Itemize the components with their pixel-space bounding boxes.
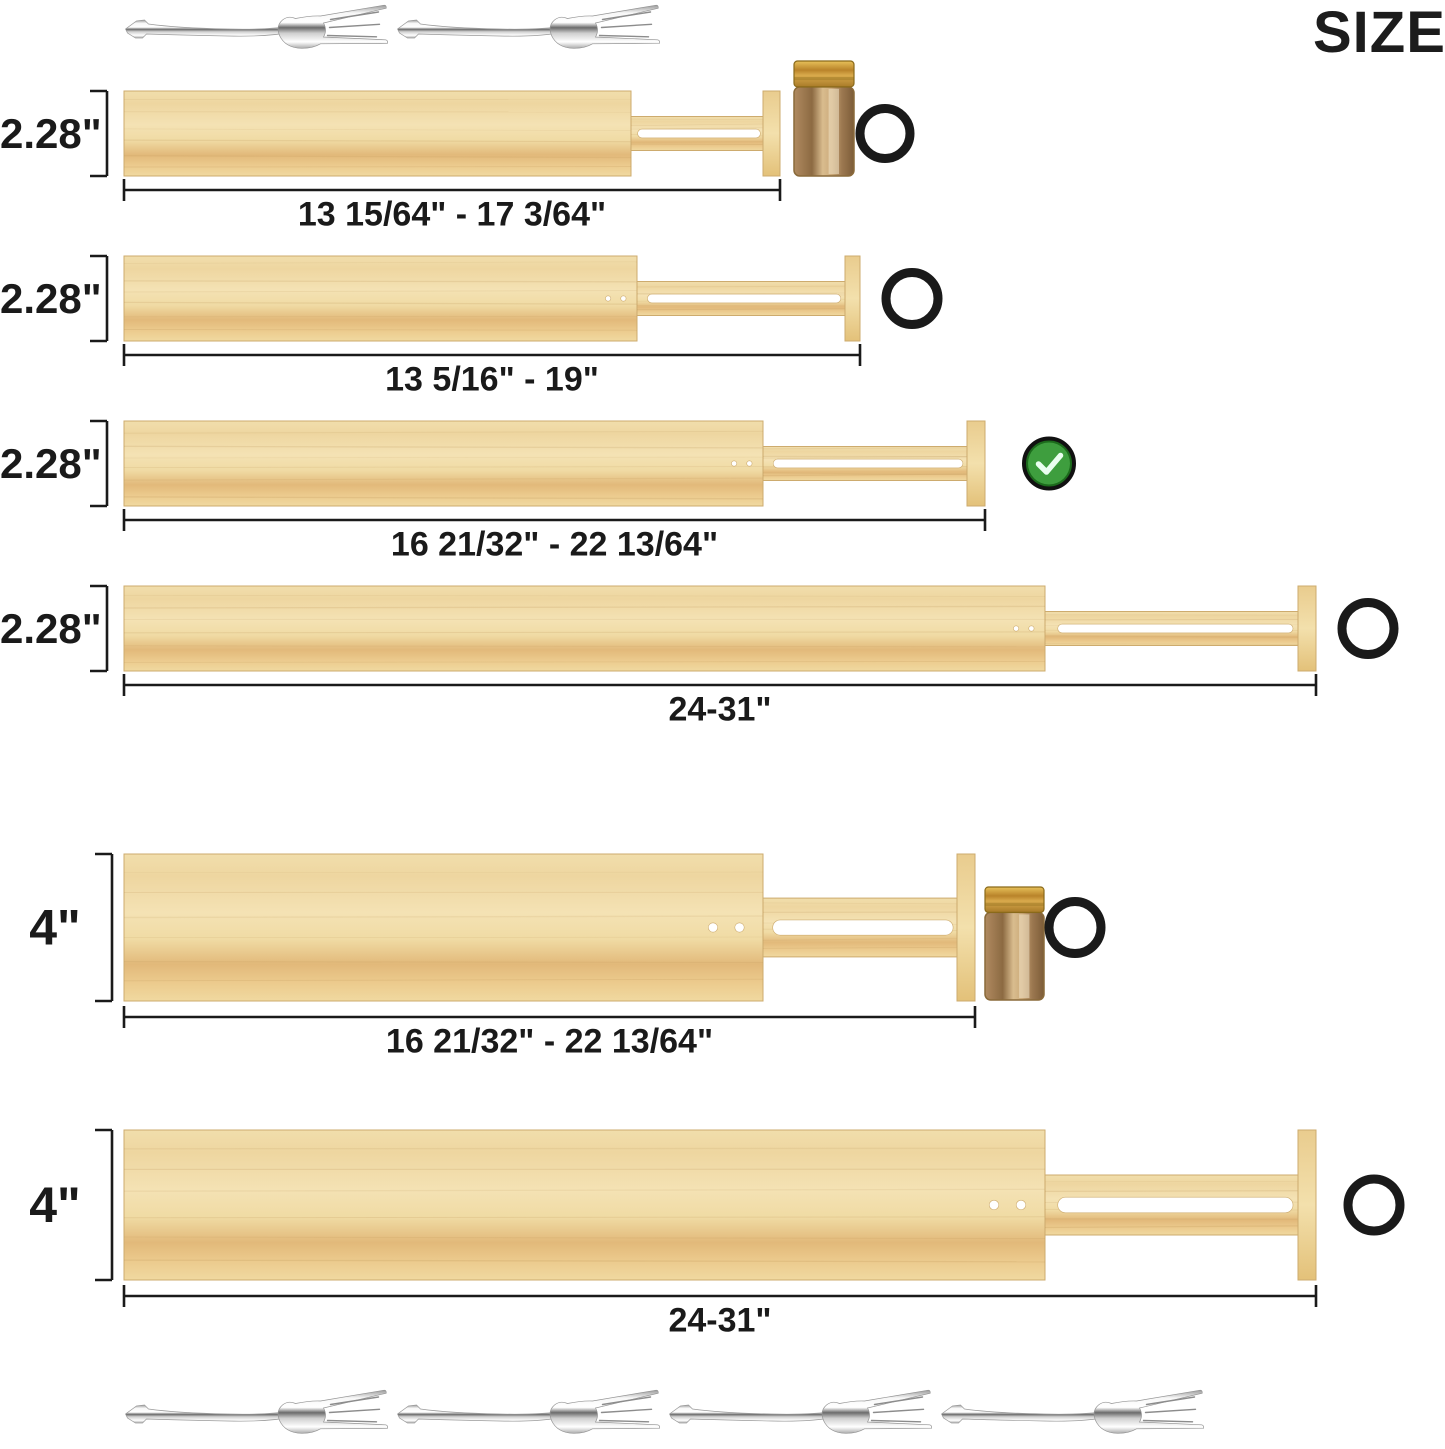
svg-text:24-31": 24-31"	[668, 691, 771, 729]
svg-text:SIZE: SIZE	[1313, 0, 1445, 65]
svg-text:13 5/16" - 19": 13 5/16" - 19"	[385, 361, 599, 399]
svg-text:24-31": 24-31"	[668, 1302, 771, 1340]
svg-text:2.28": 2.28"	[0, 605, 102, 652]
svg-text:16 21/32" - 22 13/64": 16 21/32" - 22 13/64"	[386, 1023, 713, 1061]
svg-text:2.28": 2.28"	[0, 440, 102, 487]
svg-text:4": 4"	[29, 900, 81, 956]
svg-text:2.28": 2.28"	[0, 110, 102, 157]
svg-text:4": 4"	[29, 1177, 81, 1233]
svg-text:2.28": 2.28"	[0, 275, 102, 322]
svg-text:13 15/64" - 17 3/64": 13 15/64" - 17 3/64"	[298, 196, 606, 234]
svg-text:16 21/32" - 22 13/64": 16 21/32" - 22 13/64"	[391, 526, 718, 564]
